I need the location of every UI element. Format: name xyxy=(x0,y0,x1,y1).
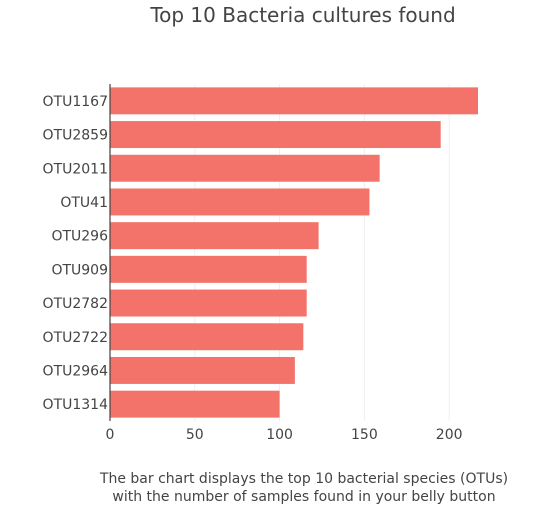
bar-otu2011[interactable] xyxy=(110,154,380,182)
x-tick-label: 200 xyxy=(436,427,463,443)
y-tick-label: OTU296 xyxy=(51,229,108,245)
x-axis-labels: 0 50 100 150 200 xyxy=(106,427,463,443)
y-tick-label: OTU1167 xyxy=(43,94,108,110)
bar-otu296[interactable] xyxy=(110,222,319,250)
y-tick-label: OTU41 xyxy=(60,195,108,211)
bar-otu2782[interactable] xyxy=(110,289,307,317)
y-tick-label: OTU909 xyxy=(51,262,108,278)
bar-otu909[interactable] xyxy=(110,255,307,283)
bar-otu2859[interactable] xyxy=(110,121,441,149)
x-tick-label: 0 xyxy=(106,427,115,443)
x-tick-label: 50 xyxy=(186,427,204,443)
bar-otu1167[interactable] xyxy=(110,87,478,115)
chart-caption-line-2: with the number of samples found in your… xyxy=(112,489,495,505)
y-tick-label: OTU2964 xyxy=(43,363,109,379)
y-axis-labels: OTU1167 OTU2859 OTU2011 OTU41 OTU296 OTU909 OT… xyxy=(43,94,109,413)
chart-caption-line-1: The bar chart displays the top 10 bacter… xyxy=(99,471,508,487)
bar-otu2722[interactable] xyxy=(110,323,304,351)
chart-title: Top 10 Bacteria cultures found xyxy=(149,3,455,27)
y-tick-label: OTU2859 xyxy=(43,128,108,144)
x-tick-label: 150 xyxy=(351,427,378,443)
y-tick-label: OTU1314 xyxy=(43,397,109,413)
bar-otu1314[interactable] xyxy=(110,390,280,418)
y-tick-label: OTU2011 xyxy=(43,161,108,177)
y-tick-label: OTU2782 xyxy=(43,296,108,312)
bar-otu41[interactable] xyxy=(110,188,370,216)
bars xyxy=(110,87,478,418)
x-tick-label: 100 xyxy=(266,427,293,443)
y-tick-label: OTU2722 xyxy=(43,330,108,346)
bar-otu2964[interactable] xyxy=(110,356,295,384)
